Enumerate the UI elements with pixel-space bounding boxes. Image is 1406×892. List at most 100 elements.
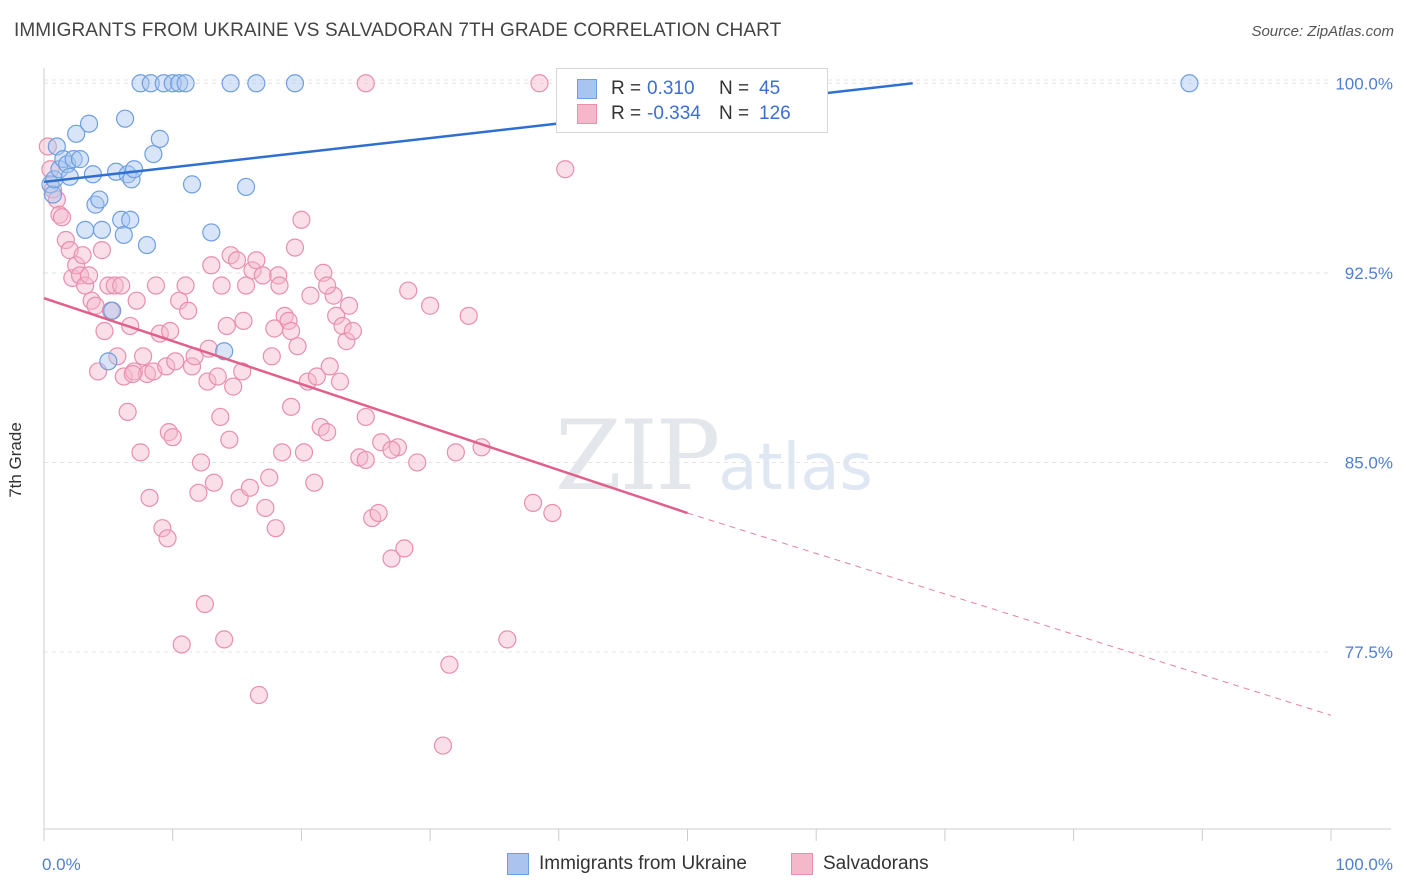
data-point [227, 251, 247, 270]
data-point [121, 210, 140, 229]
data-point [123, 364, 142, 384]
data-point [1180, 74, 1199, 93]
legend-swatch-blue [577, 79, 597, 99]
data-point [369, 503, 388, 523]
data-point [356, 450, 375, 470]
data-point [112, 276, 131, 295]
data-point [140, 488, 159, 507]
data-point [236, 276, 256, 295]
data-point [382, 549, 401, 568]
data-point [157, 357, 176, 376]
data-point [52, 208, 72, 227]
watermark: ZIPatlas [555, 400, 873, 512]
data-point [176, 276, 195, 295]
data-point [158, 529, 177, 548]
legend-n-label: N = [719, 103, 750, 124]
x-tick-label: 0.0% [42, 855, 81, 874]
data-point [337, 332, 356, 351]
data-point [530, 74, 549, 93]
data-point [307, 367, 326, 386]
data-point [176, 74, 195, 93]
data-point [247, 251, 266, 270]
data-point [146, 276, 166, 295]
legend-label: Immigrants from Ukraine [539, 853, 747, 874]
data-point [182, 175, 202, 194]
data-point [133, 347, 153, 366]
data-point [440, 655, 459, 674]
data-point [105, 276, 124, 295]
data-point [99, 276, 118, 295]
data-point [163, 428, 182, 447]
legend-item-ukraine: Immigrants from Ukraine [507, 852, 747, 876]
x-tick-label: 100.0% [1335, 855, 1393, 874]
data-point [90, 190, 109, 209]
legend-r-label: R = [611, 78, 642, 99]
data-point [70, 150, 90, 169]
data-point [202, 223, 221, 242]
data-point [294, 443, 314, 462]
data-point [240, 478, 260, 497]
trend-line-salvadorans [43, 296, 688, 515]
data-point [92, 220, 112, 239]
legend-row-ukraine: R = 0.310 N = 45 [577, 77, 780, 101]
data-point [220, 430, 239, 449]
trend-lines [43, 82, 1332, 716]
data-point [172, 635, 191, 654]
data-point [79, 266, 99, 285]
data-point [249, 685, 269, 705]
data-point [166, 352, 185, 371]
data-point [115, 109, 135, 128]
watermark-atlas: atlas [718, 431, 873, 505]
data-point [265, 319, 284, 338]
data-point [215, 342, 234, 361]
data-point [141, 74, 160, 93]
data-point [243, 261, 262, 280]
data-point [217, 316, 236, 336]
data-point [288, 337, 307, 356]
data-point [114, 225, 133, 245]
data-point [83, 165, 103, 184]
data-point [204, 473, 223, 492]
series-salvadorans [38, 74, 575, 755]
data-point [285, 238, 305, 257]
data-point [270, 276, 289, 295]
data-point [224, 377, 243, 396]
data-point [372, 433, 391, 452]
data-point [301, 286, 320, 305]
data-point [256, 498, 275, 518]
data-point [73, 246, 92, 265]
data-point [79, 114, 99, 133]
data-point [212, 276, 231, 295]
data-point [233, 362, 252, 381]
y-tick-labels: 77.5% 85.0% 92.5% 100.0% [1335, 74, 1393, 662]
data-point [179, 301, 198, 320]
legend-n-value: 45 [759, 78, 781, 99]
legend-r-label: R = [611, 103, 642, 124]
data-point [195, 594, 214, 614]
data-point [86, 296, 105, 315]
data-point [76, 276, 95, 295]
data-point [333, 316, 352, 336]
data-point [356, 407, 375, 427]
legend-n-label: N = [719, 78, 750, 99]
data-point [64, 150, 83, 169]
data-point [339, 296, 359, 315]
data-point [153, 519, 172, 538]
legend-n-value: 126 [759, 103, 791, 124]
data-point [543, 503, 562, 523]
data-point [285, 74, 305, 93]
series-immigrants-from-ukraine [41, 74, 1199, 371]
data-point [324, 286, 343, 305]
data-point [92, 241, 112, 260]
data-point [150, 129, 169, 148]
data-point [95, 321, 114, 341]
chart-title: IMMIGRANTS FROM UKRAINE VS SALVADORAN 7T… [14, 20, 782, 41]
watermark-zip: ZIP [555, 400, 720, 512]
data-point [124, 160, 144, 179]
data-point [433, 736, 453, 755]
data-point [108, 347, 127, 366]
data-point [221, 74, 240, 93]
legend-swatch-blue [507, 853, 529, 875]
data-point [356, 74, 375, 93]
